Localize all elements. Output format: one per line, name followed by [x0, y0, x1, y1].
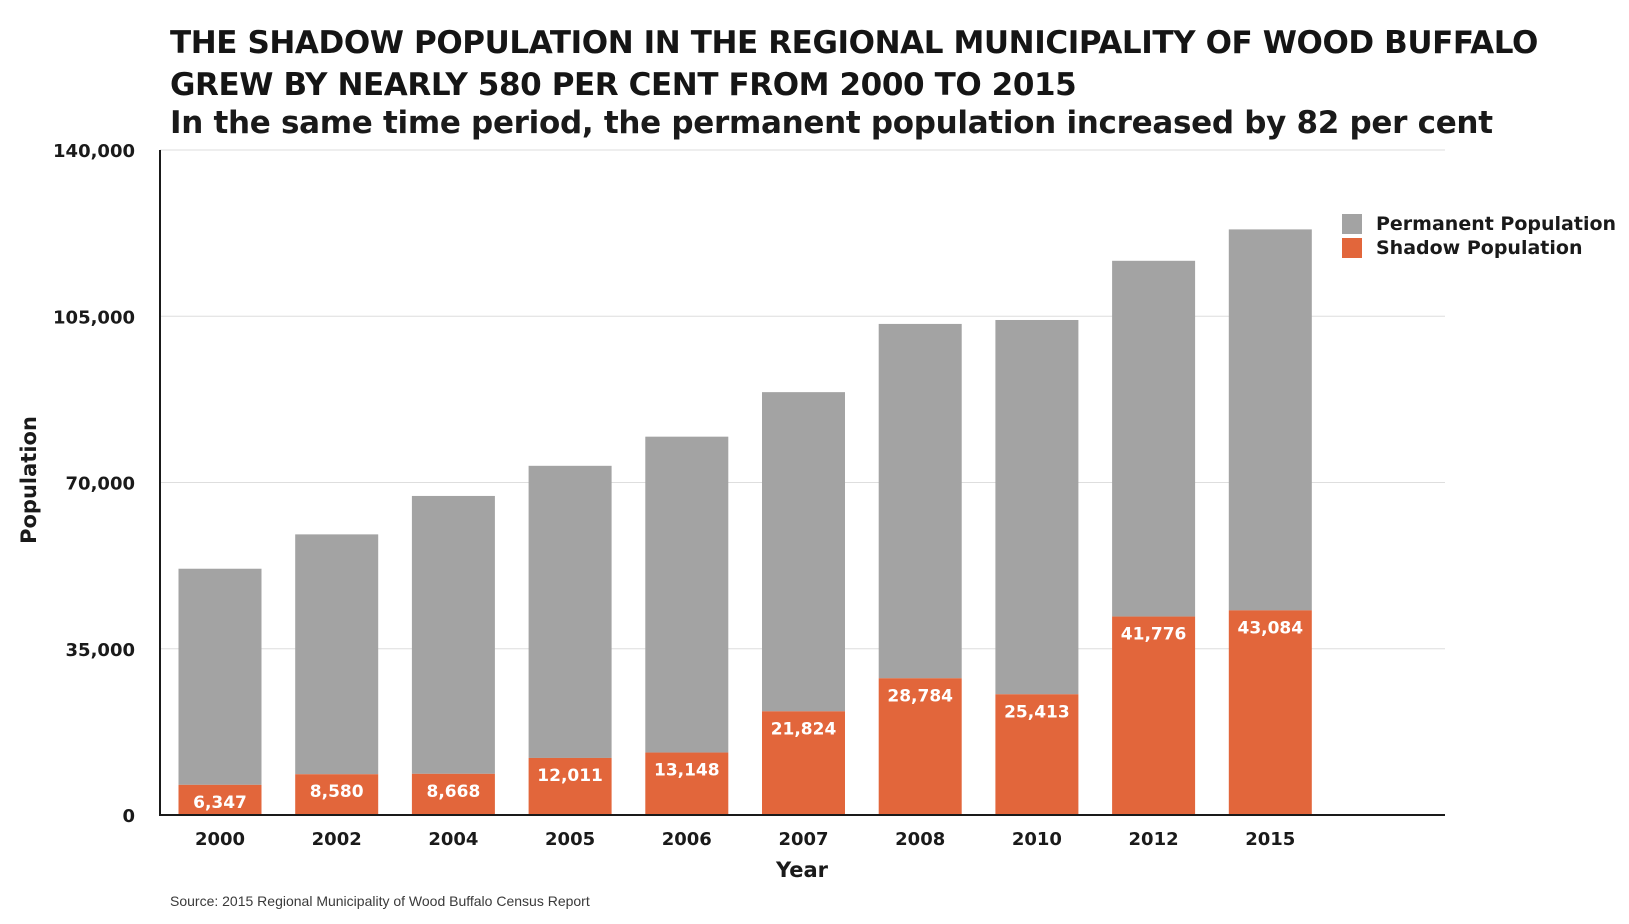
data-label-shadow-2000: 6,347: [193, 793, 247, 813]
chart-title: THE SHADOW POPULATION IN THE REGIONAL MU…: [170, 25, 1538, 103]
data-label-shadow-2002: 8,580: [310, 782, 364, 802]
bar-permanent-2002: [295, 534, 379, 775]
data-label-shadow-2012: 41,776: [1121, 625, 1187, 645]
bar-permanent-2010: [995, 319, 1079, 695]
bars: [178, 229, 1312, 815]
y-tick-label: 105,000: [53, 307, 135, 328]
x-tick-label-2012: 2012: [1129, 829, 1179, 850]
bar-shadow-2002: [295, 774, 379, 815]
bar-shadow-2012: [1112, 616, 1196, 815]
y-tick-label: 0: [122, 806, 135, 827]
bar-permanent-2007: [762, 392, 845, 712]
bar-shadow-2008: [878, 678, 962, 815]
axes: [159, 150, 1445, 816]
x-tick-label-2006: 2006: [662, 829, 712, 850]
legend-swatch-permanent: [1342, 214, 1362, 234]
data-label-shadow-2005: 12,011: [537, 766, 603, 786]
bar-shadow-2005: [528, 757, 612, 815]
bar-shadow-2015: [1228, 610, 1312, 815]
bar-permanent-2005: [528, 465, 612, 758]
data-label-shadow-2004: 8,668: [427, 782, 481, 802]
x-tick-label-2000: 2000: [195, 829, 245, 850]
y-tick-label: 70,000: [66, 474, 135, 495]
bar-shadow-2007: [762, 711, 845, 815]
labels: 0 35,000 70,000 105,000 140,000 6,347 2000 8,58…: [17, 141, 1303, 882]
data-label-shadow-2006: 13,148: [654, 761, 720, 781]
legend-label-shadow: Shadow Population: [1376, 237, 1583, 259]
x-tick-label-2008: 2008: [895, 829, 945, 850]
x-axis-title: Year: [775, 858, 829, 882]
bar-permanent-2008: [878, 323, 962, 679]
x-tick-label-2005: 2005: [545, 829, 595, 850]
bar-permanent-2004: [411, 495, 495, 774]
legend: Permanent Population Shadow Population: [1342, 212, 1616, 260]
y-tick-label: 35,000: [66, 640, 135, 661]
y-axis-title: Population: [17, 416, 41, 544]
bar-shadow-2000: [178, 784, 262, 815]
x-tick-label-2004: 2004: [428, 829, 478, 850]
x-tick-label-2010: 2010: [1012, 829, 1062, 850]
data-label-shadow-2010: 25,413: [1004, 702, 1070, 722]
x-tick-label-2015: 2015: [1245, 829, 1295, 850]
bar-shadow-2006: [645, 752, 729, 815]
bar-permanent-2012: [1112, 260, 1196, 617]
x-tick-label-2002: 2002: [312, 829, 362, 850]
chart-subtitle: In the same time period, the permanent p…: [170, 105, 1493, 141]
data-label-shadow-2007: 21,824: [771, 719, 837, 739]
data-label-shadow-2008: 28,784: [887, 686, 953, 706]
legend-item-permanent: Permanent Population: [1342, 212, 1616, 236]
legend-swatch-shadow: [1342, 238, 1362, 258]
legend-label-permanent: Permanent Population: [1376, 213, 1617, 235]
source-note: Source: 2015 Regional Municipality of Wo…: [170, 893, 590, 909]
x-tick-label-2007: 2007: [778, 829, 828, 850]
bar-shadow-2004: [411, 773, 495, 815]
bar-shadow-2010: [995, 694, 1079, 815]
y-tick-label: 140,000: [53, 141, 135, 162]
bar-permanent-2000: [178, 568, 262, 785]
bar-permanent-2006: [645, 436, 729, 753]
legend-item-shadow: Shadow Population: [1342, 236, 1616, 260]
data-label-shadow-2015: 43,084: [1237, 618, 1303, 638]
bar-permanent-2015: [1228, 229, 1312, 611]
